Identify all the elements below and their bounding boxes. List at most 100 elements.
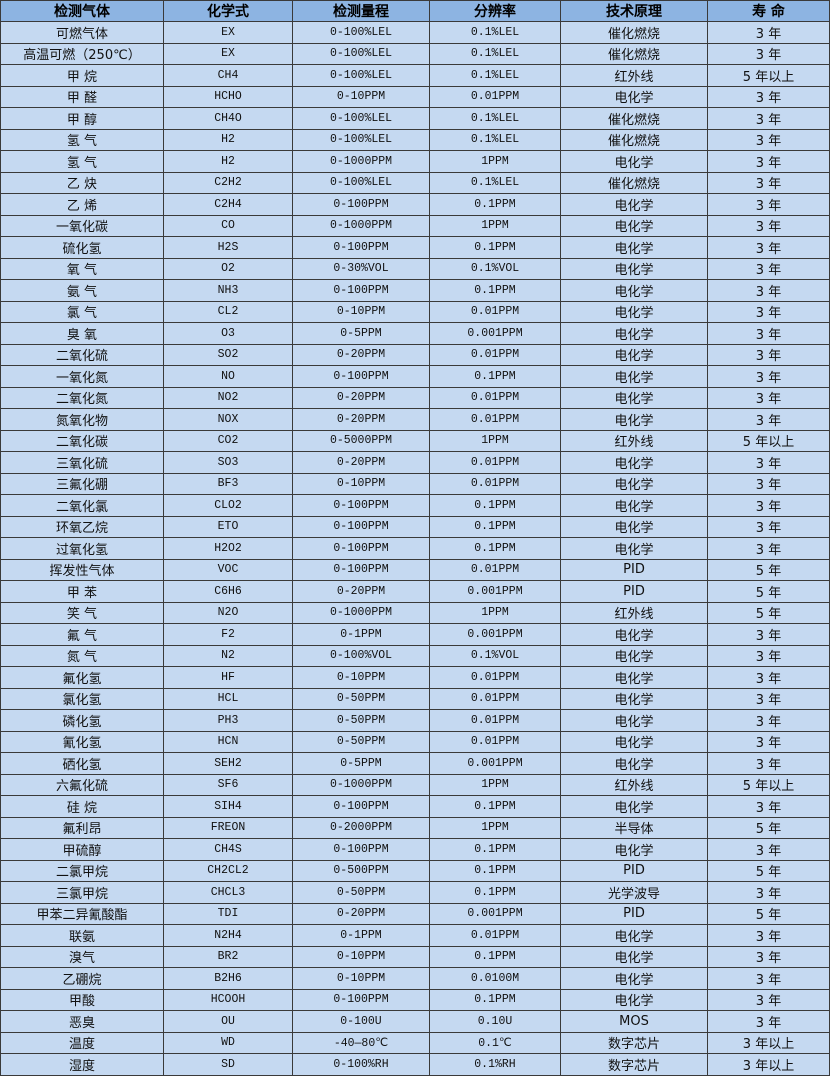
- cell-resolution: 0.01PPM: [429, 666, 561, 689]
- cell-range: 0-500PPM: [292, 859, 430, 882]
- cell-principle: 电化学: [560, 300, 708, 323]
- cell-range: 0-50PPM: [292, 881, 430, 904]
- cell-gas: 联氨: [0, 924, 164, 947]
- cell-lifetime: 3 年: [707, 300, 830, 323]
- cell-formula: NO: [163, 365, 293, 388]
- cell-formula: EX: [163, 21, 293, 44]
- cell-principle: 催化燃烧: [560, 107, 708, 130]
- cell-range: 0-100PPM: [292, 193, 430, 216]
- table-row: 氯化氢 HCL 0-50PPM 0.01PPM 电化学 3 年: [0, 687, 830, 710]
- cell-gas: 挥发性气体: [0, 558, 164, 581]
- cell-lifetime: 3 年: [707, 236, 830, 259]
- cell-range: 0-100PPM: [292, 988, 430, 1011]
- cell-principle: 催化燃烧: [560, 128, 708, 151]
- cell-principle: 电化学: [560, 386, 708, 409]
- cell-range: 0-100PPM: [292, 838, 430, 861]
- cell-formula: TDI: [163, 902, 293, 925]
- cell-formula: F2: [163, 623, 293, 646]
- table-row: 甲 醇 CH4O 0-100%LEL 0.1%LEL 催化燃烧 3 年: [0, 107, 830, 130]
- cell-gas: 湿度: [0, 1053, 164, 1076]
- cell-range: 0-20PPM: [292, 580, 430, 603]
- cell-range: 0-100%LEL: [292, 107, 430, 130]
- cell-principle: 光学波导: [560, 881, 708, 904]
- cell-range: 0-100PPM: [292, 515, 430, 538]
- table-row: 二氯甲烷 CH2CL2 0-500PPM 0.1PPM PID 5 年: [0, 859, 830, 882]
- cell-range: -40—80℃: [292, 1031, 430, 1054]
- cell-resolution: 0.001PPM: [429, 902, 561, 925]
- cell-formula: HCL: [163, 687, 293, 710]
- cell-range: 0-10PPM: [292, 967, 430, 990]
- cell-lifetime: 3 年: [707, 709, 830, 732]
- cell-formula: C6H6: [163, 580, 293, 603]
- cell-range: 0-50PPM: [292, 687, 430, 710]
- table-row: 氯 气 CL2 0-10PPM 0.01PPM 电化学 3 年: [0, 300, 830, 323]
- cell-resolution: 0.001PPM: [429, 752, 561, 775]
- cell-range: 0-20PPM: [292, 451, 430, 474]
- cell-principle: 红外线: [560, 64, 708, 87]
- cell-formula: CHCL3: [163, 881, 293, 904]
- cell-resolution: 0.1PPM: [429, 838, 561, 861]
- cell-principle: 催化燃烧: [560, 42, 708, 65]
- table-row: 乙 烯 C2H4 0-100PPM 0.1PPM 电化学 3 年: [0, 193, 830, 216]
- cell-principle: 电化学: [560, 515, 708, 538]
- cell-lifetime: 3 年: [707, 537, 830, 560]
- cell-gas: 二氧化氮: [0, 386, 164, 409]
- cell-lifetime: 3 年: [707, 472, 830, 495]
- cell-resolution: 0.01PPM: [429, 408, 561, 431]
- cell-gas: 氰化氢: [0, 730, 164, 753]
- cell-formula: H2O2: [163, 537, 293, 560]
- cell-gas: 二氧化碳: [0, 429, 164, 452]
- table-row: 二氧化硫 SO2 0-20PPM 0.01PPM 电化学 3 年: [0, 343, 830, 366]
- cell-principle: PID: [560, 558, 708, 581]
- cell-gas: 一氧化碳: [0, 214, 164, 237]
- cell-resolution: 1PPM: [429, 429, 561, 452]
- cell-gas: 一氧化氮: [0, 365, 164, 388]
- cell-gas: 氟利昂: [0, 816, 164, 839]
- cell-formula: HCOOH: [163, 988, 293, 1011]
- cell-formula: CH4S: [163, 838, 293, 861]
- cell-lifetime: 3 年: [707, 967, 830, 990]
- cell-gas: 可燃气体: [0, 21, 164, 44]
- cell-range: 0-100PPM: [292, 279, 430, 302]
- cell-principle: 电化学: [560, 214, 708, 237]
- cell-gas: 乙硼烷: [0, 967, 164, 990]
- cell-lifetime: 3 年: [707, 623, 830, 646]
- table-row: 氨 气 NH3 0-100PPM 0.1PPM 电化学 3 年: [0, 279, 830, 302]
- cell-range: 0-20PPM: [292, 386, 430, 409]
- cell-resolution: 0.1%VOL: [429, 644, 561, 667]
- cell-principle: 电化学: [560, 343, 708, 366]
- cell-resolution: 0.1PPM: [429, 945, 561, 968]
- cell-formula: CO2: [163, 429, 293, 452]
- table-row: 乙 炔 C2H2 0-100%LEL 0.1%LEL 催化燃烧 3 年: [0, 171, 830, 194]
- cell-resolution: 0.1PPM: [429, 494, 561, 517]
- cell-range: 0-1000PPM: [292, 601, 430, 624]
- cell-resolution: 0.01PPM: [429, 85, 561, 108]
- cell-formula: ETO: [163, 515, 293, 538]
- cell-range: 0-30%VOL: [292, 257, 430, 280]
- cell-resolution: 1PPM: [429, 773, 561, 796]
- cell-resolution: 0.01PPM: [429, 343, 561, 366]
- cell-lifetime: 5 年: [707, 558, 830, 581]
- cell-lifetime: 3 年: [707, 988, 830, 1011]
- table-row: 硫化氢 H2S 0-100PPM 0.1PPM 电化学 3 年: [0, 236, 830, 259]
- cell-gas: 二氧化硫: [0, 343, 164, 366]
- cell-principle: 电化学: [560, 193, 708, 216]
- table-row: 三氟化硼 BF3 0-10PPM 0.01PPM 电化学 3 年: [0, 472, 830, 495]
- header-resolution: 分辨率: [429, 0, 561, 22]
- table-row: 氮氧化物 NOX 0-20PPM 0.01PPM 电化学 3 年: [0, 408, 830, 431]
- cell-formula: WD: [163, 1031, 293, 1054]
- cell-formula: H2: [163, 128, 293, 151]
- cell-gas: 氯化氢: [0, 687, 164, 710]
- cell-gas: 甲酸: [0, 988, 164, 1011]
- cell-resolution: 0.01PPM: [429, 924, 561, 947]
- cell-range: 0-100%LEL: [292, 171, 430, 194]
- cell-lifetime: 3 年: [707, 322, 830, 345]
- cell-resolution: 1PPM: [429, 601, 561, 624]
- cell-principle: 电化学: [560, 623, 708, 646]
- cell-gas: 硒化氢: [0, 752, 164, 775]
- cell-formula: HCHO: [163, 85, 293, 108]
- table-row: 甲苯二异氰酸酯 TDI 0-20PPM 0.001PPM PID 5 年: [0, 902, 830, 925]
- table-row: 三氯甲烷 CHCL3 0-50PPM 0.1PPM 光学波导 3 年: [0, 881, 830, 904]
- cell-lifetime: 3 年: [707, 128, 830, 151]
- cell-range: 0-1PPM: [292, 924, 430, 947]
